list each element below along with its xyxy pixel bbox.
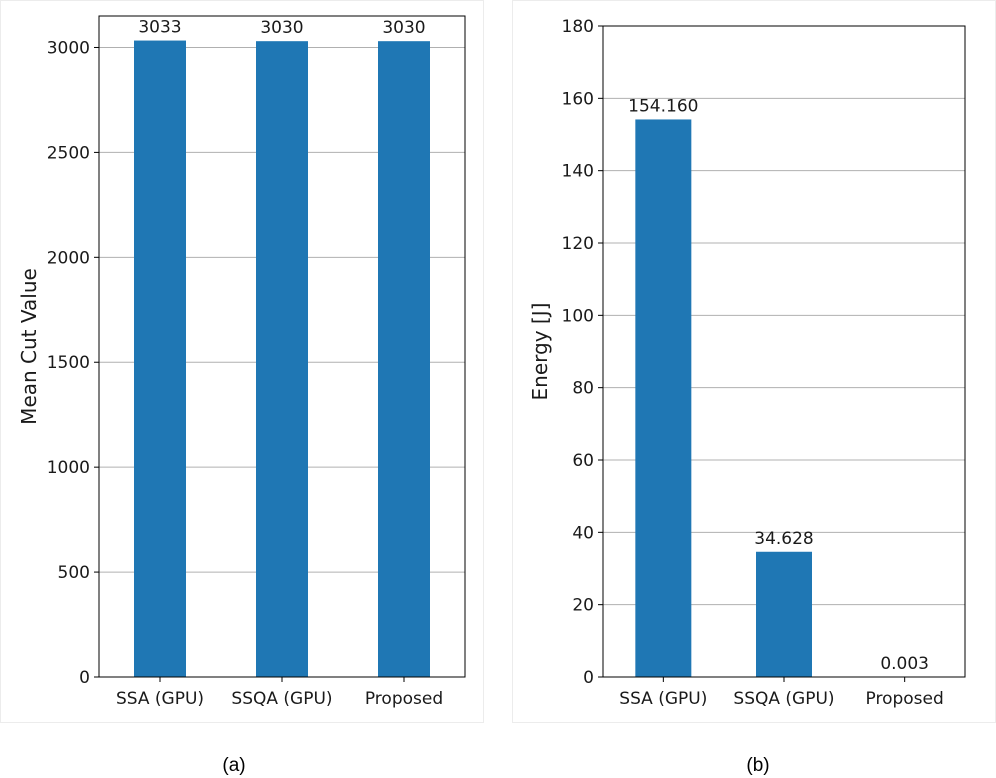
- y-tick-label: 40: [572, 523, 594, 543]
- bar-value-label: 154.160: [628, 96, 698, 116]
- y-tick-label: 60: [572, 451, 594, 471]
- y-tick-label: 1500: [47, 353, 90, 373]
- bar-value-label: 3030: [382, 18, 425, 38]
- y-tick-label: 0: [79, 668, 90, 688]
- y-tick-label: 100: [562, 306, 594, 326]
- panel-a-frame: [0, 0, 484, 723]
- y-tick-label: 3000: [47, 38, 90, 58]
- bar-b-0: [635, 119, 692, 678]
- y-axis-label: Mean Cut Value: [17, 268, 41, 425]
- bar-a-1: [256, 41, 308, 677]
- x-tick-label: SSQA (GPU): [733, 689, 834, 709]
- x-tick-label: SSA (GPU): [619, 689, 707, 709]
- y-tick-label: 160: [562, 89, 594, 109]
- y-tick-label: 500: [58, 563, 90, 583]
- y-axis-label: Energy [J]: [528, 303, 552, 401]
- y-tick-label: 80: [572, 379, 594, 399]
- caption-b: (b): [746, 755, 769, 776]
- bar-value-label: 0.003: [880, 654, 929, 674]
- y-tick-label: 180: [562, 17, 594, 37]
- x-tick-label: Proposed: [365, 689, 443, 709]
- y-tick-label: 20: [572, 596, 594, 616]
- axes-frame: [602, 25, 966, 678]
- y-tick-label: 1000: [47, 458, 90, 478]
- bar-b-1: [756, 551, 812, 677]
- bar-value-label: 3030: [260, 18, 303, 38]
- axes-frame: [98, 15, 466, 678]
- chart-a: 0 500 1000 1500 2000 2500 3000 3033 SSA (GPU) 303…: [17, 15, 466, 709]
- x-tick-label: SSA (GPU): [116, 689, 204, 709]
- bar-a-2: [378, 41, 430, 677]
- x-tick-label: Proposed: [866, 689, 944, 709]
- y-tick-label: 140: [562, 162, 594, 182]
- bar-value-label: 34.628: [754, 529, 813, 549]
- bar-value-label: 3033: [138, 18, 181, 38]
- caption-a: (a): [222, 755, 245, 776]
- y-tick-label: 2000: [47, 248, 90, 268]
- bar-a-0: [134, 40, 186, 677]
- chart-b: 0 20 40 60 80 100 120 140 160 180 154.160 SSA (GPU)…: [528, 17, 966, 709]
- y-tick-label: 2500: [47, 143, 90, 163]
- y-tick-label: 120: [562, 234, 594, 254]
- y-tick-label: 0: [583, 668, 594, 688]
- x-tick-label: SSQA (GPU): [231, 689, 332, 709]
